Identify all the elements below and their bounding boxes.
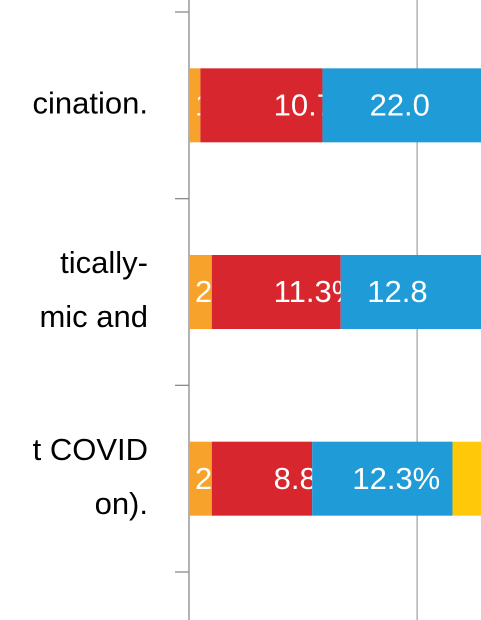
bar-segment bbox=[189, 441, 212, 516]
bar-segment bbox=[211, 255, 341, 330]
value-label: 12.3% bbox=[352, 461, 440, 496]
category-label: on). bbox=[95, 486, 148, 521]
bar-segment bbox=[312, 441, 453, 516]
value-label: 22.0 bbox=[370, 88, 430, 123]
category-label: mic and bbox=[39, 299, 148, 334]
bar-segment bbox=[189, 68, 201, 143]
bar-segment bbox=[189, 255, 212, 330]
bar-segment bbox=[322, 68, 481, 143]
value-label: 12.8 bbox=[367, 274, 427, 309]
bar-segment bbox=[340, 255, 481, 330]
category-label: tically- bbox=[60, 245, 148, 280]
category-label: cination. bbox=[33, 86, 148, 121]
bar-segment bbox=[452, 441, 481, 516]
bar-segment bbox=[200, 68, 323, 143]
category-label: t COVID bbox=[33, 432, 148, 467]
bar-segment bbox=[211, 441, 313, 516]
